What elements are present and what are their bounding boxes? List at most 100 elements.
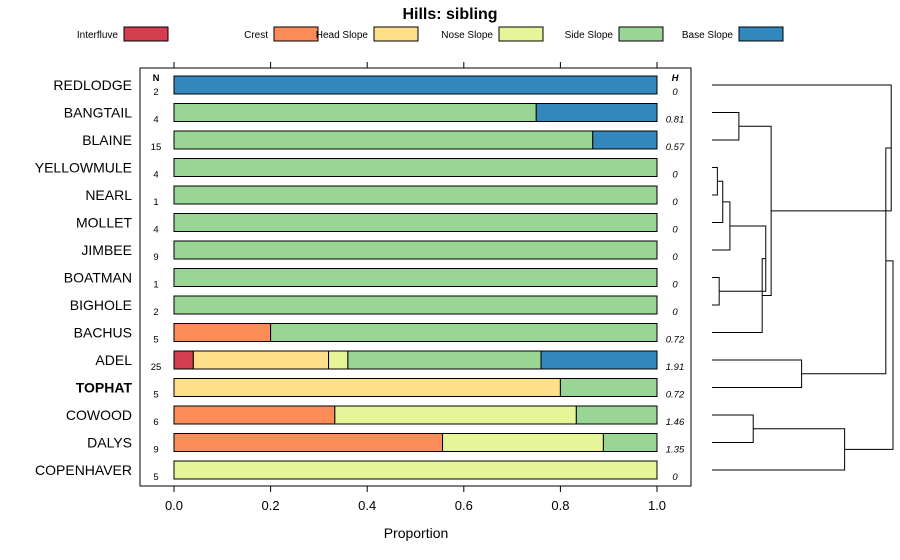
bar-dalys-nose-slope [442, 433, 604, 452]
row-label-boatman: BOATMAN [64, 270, 132, 286]
h-value-cowood: 1.46 [666, 417, 685, 428]
bar-bighole-side-slope [173, 295, 658, 315]
bar-adel-nose-slope [328, 350, 349, 370]
h-value-redlodge: 0 [672, 87, 678, 98]
dendrogram [712, 84, 894, 471]
bar-dalys-side-slope [602, 433, 658, 452]
h-value-jimbee: 0 [672, 252, 678, 263]
bar-cowood-nose-slope [334, 405, 577, 425]
bar-mollet-side-slope [173, 213, 658, 232]
bar-cowood-side-slope [575, 405, 658, 425]
legend-swatch-side-slope [618, 26, 664, 42]
legend-label-crest: Crest [244, 30, 268, 41]
legend-swatch-crest [273, 26, 319, 42]
legend-swatch-interfluve [123, 26, 169, 42]
bar-boatman-side-slope [173, 268, 658, 287]
h-value-boatman: 0 [672, 280, 678, 291]
dendrogram-merge-c3 [712, 277, 720, 306]
dendrogram-merge-c4 [712, 201, 731, 251]
x-tick-label-1: 0.2 [262, 498, 280, 513]
x-tick-label-0: 0.0 [165, 498, 183, 513]
row-label-bighole: BIGHOLE [70, 297, 132, 313]
row-label-redlodge: REDLODGE [53, 77, 132, 93]
bar-cowood-crest [173, 405, 336, 425]
x-axis-title: Proportion [384, 525, 449, 541]
legend-label-head-slope: Head Slope [316, 30, 369, 41]
x-axis: 0.0 0.2 0.4 0.6 0.8 1.0 [165, 62, 666, 513]
dendrogram-merge-c8 [712, 414, 754, 443]
n-value-cowood: 6 [153, 417, 158, 428]
h-value-bighole: 0 [672, 307, 678, 318]
dendrogram-merge-c11 [712, 428, 846, 471]
dendrogram-merge-c9 [738, 125, 772, 297]
legend-swatch-head-slope [373, 26, 419, 42]
bar-bangtail-side-slope [173, 103, 537, 122]
bar-jimbee-side-slope [173, 240, 658, 260]
legend: Interfluve Crest Head Slope Nose Slope Side … [77, 26, 784, 42]
dendrogram-merge-c14 [844, 260, 894, 450]
bar-adel-side-slope [347, 350, 542, 370]
row-label-bangtail: BANGTAIL [64, 105, 132, 121]
h-value-copenhaver: 0 [672, 472, 678, 483]
dendrogram-merge-c13 [801, 147, 892, 375]
h-value-mollet: 0 [672, 225, 678, 236]
bar-dalys-crest [173, 433, 444, 452]
bar-bachus-side-slope [270, 323, 658, 342]
h-value-dalys: 1.35 [666, 445, 685, 456]
n-value-tophat: 5 [153, 390, 158, 401]
legend-label-base-slope: Base Slope [682, 30, 734, 41]
n-value-boatman: 1 [153, 280, 158, 291]
bar-adel-base-slope [540, 350, 658, 370]
n-value-nearl: 1 [153, 197, 158, 208]
n-value-mollet: 4 [153, 225, 158, 236]
bar-blaine-base-slope [592, 130, 658, 150]
n-value-copenhaver: 5 [153, 472, 158, 483]
n-value-jimbee: 9 [153, 252, 158, 263]
row-label-blaine: BLAINE [82, 132, 132, 148]
x-tick-label-2: 0.4 [358, 498, 376, 513]
row-label-mollet: MOLLET [76, 215, 132, 231]
n-column-header: N [153, 73, 160, 84]
dendrogram-merge-c12 [712, 84, 892, 212]
n-value-redlodge: 2 [153, 87, 158, 98]
row-label-nearl: NEARL [85, 187, 132, 203]
row-label-copenhaver: COPENHAVER [35, 462, 132, 478]
bar-bachus-crest [173, 323, 272, 342]
h-value-blaine: 0.57 [666, 142, 685, 153]
n-value-blaine: 15 [151, 142, 162, 153]
n-value-bighole: 2 [153, 307, 158, 318]
dendrogram-merge-c7 [712, 258, 766, 333]
dendrogram-merge-c5 [712, 112, 740, 141]
row-label-cowood: COWOOD [66, 407, 132, 423]
legend-swatch-base-slope [738, 26, 784, 42]
h-value-adel: 1.91 [666, 362, 685, 373]
row-label-dalys: DALYS [87, 435, 132, 451]
h-value-tophat: 0.72 [666, 390, 685, 401]
bar-redlodge-base-slope [173, 75, 658, 95]
bar-copenhaver-nose-slope [173, 460, 658, 480]
row-label-jimbee: JIMBEE [81, 242, 132, 258]
n-value-bangtail: 4 [153, 115, 158, 126]
row-label-bachus: BACHUS [74, 325, 132, 341]
n-value-dalys: 9 [153, 445, 158, 456]
h-value-bangtail: 0.81 [666, 115, 685, 126]
chart-title: Hills: sibling [402, 6, 497, 23]
n-value-adel: 25 [151, 362, 162, 373]
h-value-yellowmule: 0 [672, 170, 678, 181]
h-value-nearl: 0 [672, 197, 678, 208]
x-tick-label-5: 1.0 [648, 498, 666, 513]
bar-nearl-side-slope [173, 185, 658, 205]
row-label-yellowmule: YELLOWMULE [35, 160, 132, 176]
dendrogram-merge-c6 [719, 225, 767, 292]
n-value-yellowmule: 4 [153, 170, 158, 181]
x-tick-label-4: 0.8 [551, 498, 569, 513]
x-tick-label-3: 0.6 [455, 498, 473, 513]
bar-tophat-side-slope [559, 378, 658, 397]
dendrogram-merge-c1 [712, 167, 718, 196]
n-value-bachus: 5 [153, 335, 158, 346]
legend-label-side-slope: Side Slope [565, 30, 614, 41]
legend-swatch-nose-slope [498, 26, 544, 42]
h-value-bachus: 0.72 [666, 335, 685, 346]
